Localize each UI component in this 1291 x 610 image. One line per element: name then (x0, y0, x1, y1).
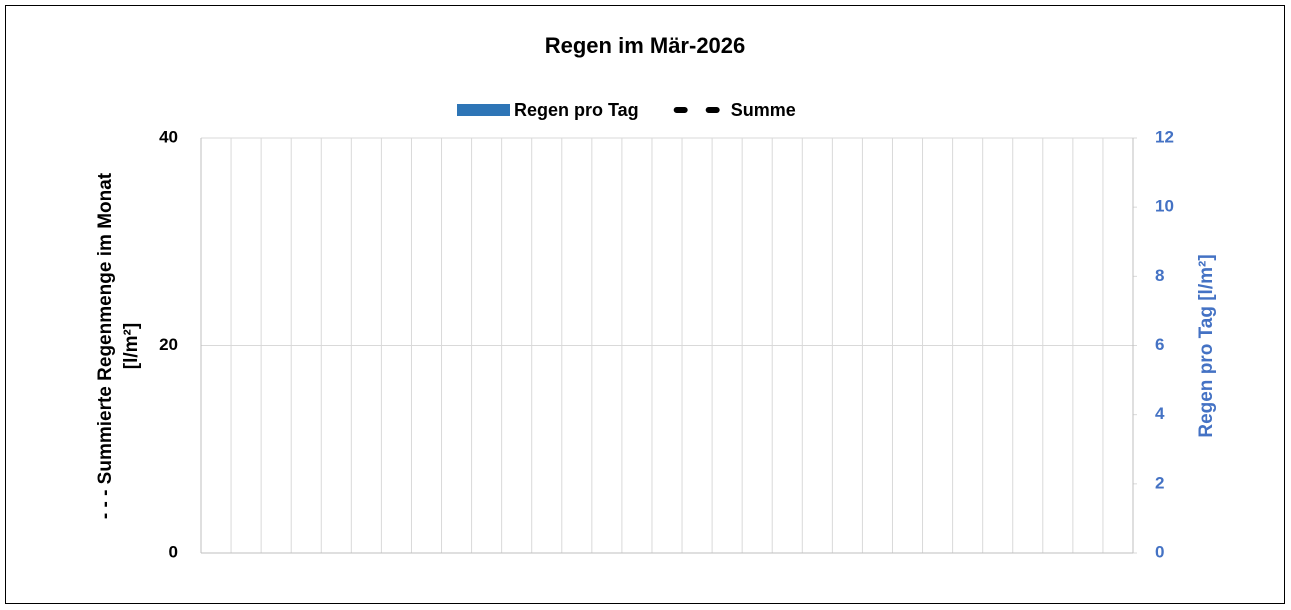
chart-border (5, 5, 1285, 604)
y2-tick-label: 6 (1155, 335, 1164, 354)
y-axis-label: - - - Summierte Regenmenge im Monat [l/m²… (95, 172, 142, 519)
y2-tick-label: 8 (1155, 266, 1164, 285)
legend-label: Regen pro Tag (514, 100, 639, 120)
y-axis-label-line: [l/m²] (121, 323, 142, 369)
y2-tick-label: 4 (1155, 404, 1165, 423)
y-tick-label: 20 (159, 335, 178, 354)
y2-axis-label: Regen pro Tag [l/m²] (1196, 254, 1217, 437)
legend-label: Summe (731, 100, 796, 120)
y2-tick-label: 12 (1155, 127, 1174, 146)
y-tick-label: 0 (169, 542, 178, 561)
y2-tick-label: 0 (1155, 542, 1164, 561)
y2-tick-label: 2 (1155, 473, 1164, 492)
chart-title: Regen im Mär-2026 (545, 33, 746, 58)
y-axis-label-line: - - - Summierte Regenmenge im Monat (95, 172, 116, 519)
y2-tick-label: 10 (1155, 197, 1174, 216)
legend-swatch (457, 104, 510, 116)
y-tick-label: 40 (159, 127, 178, 146)
